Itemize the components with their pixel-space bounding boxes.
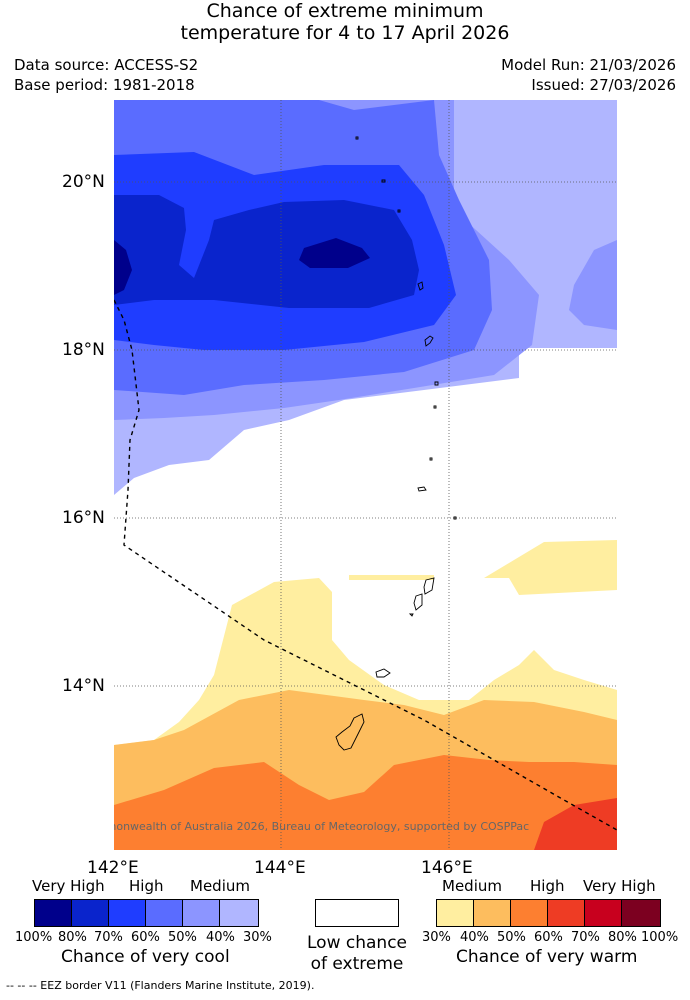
cool-region-80pct-west <box>114 240 132 295</box>
gridlines <box>114 100 617 850</box>
cool-pct-60: 60% <box>131 930 160 945</box>
warm-swatch-5 <box>584 899 622 927</box>
warm-pct-30: 30% <box>422 930 451 945</box>
warm-swatch-1 <box>436 899 474 927</box>
islands <box>335 136 457 751</box>
warm-pct-50: 50% <box>497 930 526 945</box>
island-maug <box>381 179 386 183</box>
title-line-2: temperature for 4 to 17 April 2026 <box>180 22 510 44</box>
neutral-caption-line-1: Low chance <box>307 933 407 953</box>
island-anatahan <box>417 486 427 492</box>
neutral-swatch <box>315 899 399 927</box>
cool-cat-medium: Medium <box>190 877 250 895</box>
island-guam <box>335 713 365 751</box>
warm-region-50pct <box>114 755 617 850</box>
lon-label-146e: 146°E <box>421 858 473 878</box>
island-aguijan <box>408 613 414 617</box>
cool-pct-70: 70% <box>94 930 123 945</box>
eez-border <box>114 299 617 831</box>
island-saipan <box>423 577 435 595</box>
cool-region-70pct <box>114 195 419 308</box>
warm-pct-70: 70% <box>571 930 600 945</box>
forecast-map: © Commonwealth of Australia 2026, Bureau… <box>114 100 617 850</box>
cool-cat-high: High <box>129 877 164 895</box>
lat-label-16n: 16°N <box>62 508 105 528</box>
cool-swatch-6 <box>219 899 259 927</box>
model-run: Model Run: 21/03/2026 <box>501 56 676 74</box>
island-small-east <box>453 516 457 520</box>
island-agrihan <box>417 281 424 291</box>
cool-region-40pct-east <box>569 240 617 330</box>
island-asuncion <box>397 209 401 213</box>
island-pagan <box>424 335 434 347</box>
title-line-1: Chance of extreme minimum <box>206 0 484 22</box>
cool-region-80pct <box>299 238 370 268</box>
cool-swatch-4 <box>145 899 183 927</box>
cool-pct-30: 30% <box>243 930 272 945</box>
lon-label-144e: 144°E <box>254 858 306 878</box>
cool-swatch-5 <box>182 899 220 927</box>
warm-region-30pct-strip <box>349 575 434 580</box>
warm-caption: Chance of very warm <box>456 947 638 967</box>
cool-swatch-2 <box>71 899 109 927</box>
warm-swatch-3 <box>510 899 548 927</box>
neutral-caption: Low chance of extreme <box>300 933 414 975</box>
lat-label-20n: 20°N <box>62 172 105 192</box>
lon-label-142e: 142°E <box>87 858 139 878</box>
lat-label-14n: 14°N <box>62 676 105 696</box>
island-guguan <box>433 405 437 409</box>
lat-label-18n: 18°N <box>62 340 105 360</box>
cool-swatch-3 <box>108 899 146 927</box>
cool-pct-100: 100% <box>15 930 53 945</box>
island-tinian <box>413 593 423 611</box>
eez-border-note: -- -- -- EEZ border V11 (Flanders Marine… <box>6 979 315 992</box>
warm-swatch-2 <box>473 899 511 927</box>
warm-region-60pct <box>534 798 617 850</box>
warm-cat-high: High <box>530 877 565 895</box>
island-sarigan <box>429 457 433 461</box>
warm-region-30pct-east <box>484 540 617 595</box>
issued-date: Issued: 27/03/2026 <box>531 76 676 94</box>
warm-pct-60: 60% <box>534 930 563 945</box>
data-source: Data source: ACCESS-S2 <box>14 56 199 74</box>
warm-pct-40: 40% <box>460 930 489 945</box>
warm-pct-80: 80% <box>608 930 637 945</box>
island-alamagan <box>434 381 439 386</box>
neutral-caption-line-2: of extreme <box>310 954 404 974</box>
island-farallon <box>355 136 359 140</box>
warm-cat-very-high: Very High <box>583 877 656 895</box>
cool-pct-40: 40% <box>206 930 235 945</box>
copyright-text: © Commonwealth of Australia 2026, Bureau… <box>114 820 529 833</box>
cool-swatch-1 <box>34 899 72 927</box>
map-title: Chance of extreme minimum temperature fo… <box>0 0 690 44</box>
cool-caption: Chance of very cool <box>61 947 230 967</box>
warm-pct-100: 100% <box>641 930 679 945</box>
warm-swatch-6 <box>621 899 661 927</box>
warm-swatch-4 <box>547 899 585 927</box>
cool-cat-very-high: Very High <box>32 877 105 895</box>
warm-cat-medium: Medium <box>442 877 502 895</box>
island-rota <box>375 668 391 678</box>
cool-colorbar <box>34 899 259 927</box>
warm-colorbar <box>436 899 661 927</box>
base-period: Base period: 1981-2018 <box>14 76 195 94</box>
cool-pct-80: 80% <box>58 930 87 945</box>
cool-pct-50: 50% <box>168 930 197 945</box>
